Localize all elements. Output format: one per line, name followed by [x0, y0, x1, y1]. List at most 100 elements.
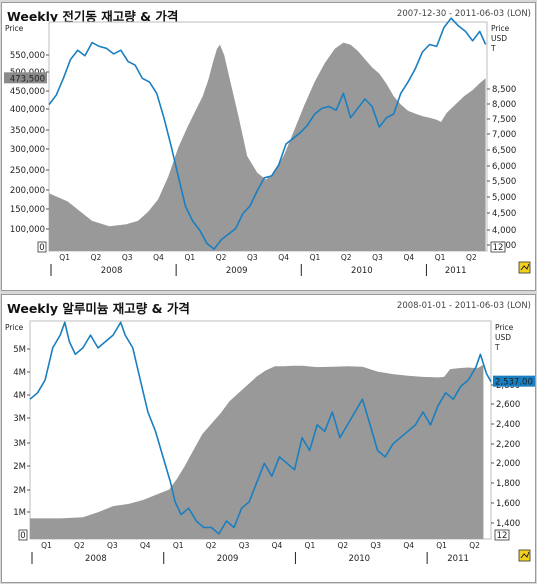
quarter-label: Q3 — [372, 253, 383, 262]
quarter-label: Q3 — [370, 541, 381, 550]
left-tick-label: 1M — [13, 508, 26, 518]
left-tick-label: 5M — [13, 345, 26, 355]
year-label: 2009 — [226, 266, 248, 276]
right-axis-unit: T — [490, 44, 496, 53]
quarter-label: Q2 — [337, 541, 348, 550]
copper-chart-canvas: Price 100,000 150,000 200,000 250,000 300,000… — [4, 17, 531, 276]
current-value-label: 473,500 — [10, 74, 45, 84]
right-min-label: 12 — [497, 531, 508, 541]
chart-title: Weekly 알루미늄 재고량 & 가격 — [7, 301, 190, 316]
quarter-label: Q2 — [466, 253, 477, 262]
left-tick-label: 250,000 — [10, 166, 45, 176]
chart-date-range: 2008-01-01 - 2011-06-03 (LON) — [396, 301, 531, 311]
quarter-label: Q4 — [153, 253, 164, 262]
right-tick-label: 7,000 — [492, 130, 516, 140]
quarter-label: Q1 — [310, 253, 321, 262]
left-tick-label: 200,000 — [10, 186, 45, 196]
left-tick-label: 400,000 — [10, 105, 45, 115]
inventory-area-series — [30, 364, 484, 539]
right-tick-label: 6,500 — [492, 146, 516, 156]
current-value-box — [4, 72, 47, 84]
right-tick-label: 2,400 — [496, 420, 520, 430]
chart-date-range: 2007-12-30 - 2011-06-03 (LON) — [396, 9, 531, 19]
quarter-label: Q2 — [74, 541, 85, 550]
left-zero-label: 0 — [39, 243, 44, 253]
price-line-series — [48, 17, 487, 250]
left-tick-label: 3M — [13, 439, 26, 449]
quarter-label: Q2 — [206, 541, 217, 550]
right-axis-unit: USD — [495, 333, 511, 342]
left-zero-box — [37, 241, 47, 253]
right-tick-label: 5,500 — [492, 177, 516, 187]
left-tick-label: 550,000 — [10, 51, 45, 61]
right-tick-label: 2,000 — [496, 459, 520, 469]
quarter-label: Q1 — [41, 541, 52, 550]
left-zero-label: 0 — [20, 531, 25, 541]
left-tick-label: 100,000 — [10, 225, 45, 235]
aluminium-chart-canvas: Price1M2M2M3M3M4M4M5M0PriceUSDT1,4001,60… — [5, 320, 535, 564]
price-line-series — [29, 321, 492, 535]
left-axis-label: Price — [5, 24, 24, 33]
year-label: 2011 — [447, 554, 469, 564]
right-axis-unit: USD — [491, 34, 507, 43]
right-tick-label: 7,500 — [492, 115, 516, 125]
right-tick-label: 6,000 — [492, 162, 516, 172]
right-axis-label: Price — [495, 323, 514, 332]
current-value-box — [493, 375, 535, 387]
left-tick-label: 3M — [13, 414, 26, 424]
right-tick-label: 2,200 — [496, 440, 520, 450]
quarter-label: Q1 — [184, 253, 195, 262]
quarter-label: Q1 — [436, 541, 447, 550]
left-tick-label: 300,000 — [10, 145, 45, 155]
year-label: 2010 — [348, 554, 370, 564]
inventory-area-series — [49, 42, 486, 251]
aluminium-chart-panel: Weekly 알루미늄 재고량 & 가격 2008-01-01 - 2011-0… — [1, 294, 536, 583]
left-tick-label: 4M — [13, 391, 26, 401]
right-tick-label: 1,400 — [496, 519, 520, 529]
quarter-label: Q1 — [435, 253, 446, 262]
corner-badge-icon — [518, 261, 531, 274]
chart-title: Weekly 전기동 재고량 & 가격 — [7, 9, 179, 24]
right-axis-label: Price — [491, 24, 510, 33]
right-min-box — [494, 529, 510, 541]
quarter-label: Q4 — [140, 541, 151, 550]
quarter-label: Q3 — [107, 541, 118, 550]
left-tick-label: 150,000 — [10, 205, 45, 215]
quarter-label: Q3 — [239, 541, 250, 550]
right-tick-label: 2,600 — [496, 400, 520, 410]
left-tick-label: 450,000 — [10, 87, 45, 97]
quarter-label: Q1 — [305, 541, 316, 550]
quarter-label: Q1 — [59, 253, 70, 262]
quarter-label: Q4 — [272, 541, 283, 550]
right-tick-label: 8,000 — [492, 100, 516, 110]
left-axis-label: Price — [5, 323, 24, 332]
quarter-label: Q2 — [341, 253, 352, 262]
left-tick-label: 2M — [13, 462, 26, 472]
right-min-box — [490, 241, 506, 253]
quarter-label: Q2 — [469, 541, 480, 550]
corner-badge-icon — [518, 549, 531, 562]
quarter-label: Q4 — [403, 253, 414, 262]
quarter-label: Q2 — [91, 253, 102, 262]
quarter-label: Q4 — [403, 541, 414, 550]
left-tick-label: 350,000 — [10, 126, 45, 136]
right-tick-label: 4,500 — [492, 209, 516, 219]
year-label: 2008 — [101, 266, 123, 276]
quarter-label: Q1 — [173, 541, 184, 550]
quarter-label: Q3 — [247, 253, 258, 262]
year-label: 2009 — [217, 554, 239, 564]
right-axis-unit: T — [494, 343, 500, 352]
left-zero-box — [18, 529, 28, 541]
year-label: 2010 — [351, 266, 373, 276]
right-tick-label: 1,800 — [496, 479, 520, 489]
quarter-label: Q2 — [216, 253, 227, 262]
year-label: 2008 — [85, 554, 107, 564]
copper-chart-panel: Weekly 전기동 재고량 & 가격 2007-12-30 - 2011-06… — [1, 2, 536, 291]
year-label: 2011 — [445, 266, 467, 276]
quarter-label: Q3 — [122, 253, 133, 262]
right-min-label: 12 — [493, 243, 504, 253]
right-tick-label: 4,000 — [492, 226, 516, 236]
left-tick-label: 2M — [13, 486, 26, 496]
left-tick-label: 4M — [13, 368, 26, 378]
right-tick-label: 8,500 — [492, 85, 516, 95]
